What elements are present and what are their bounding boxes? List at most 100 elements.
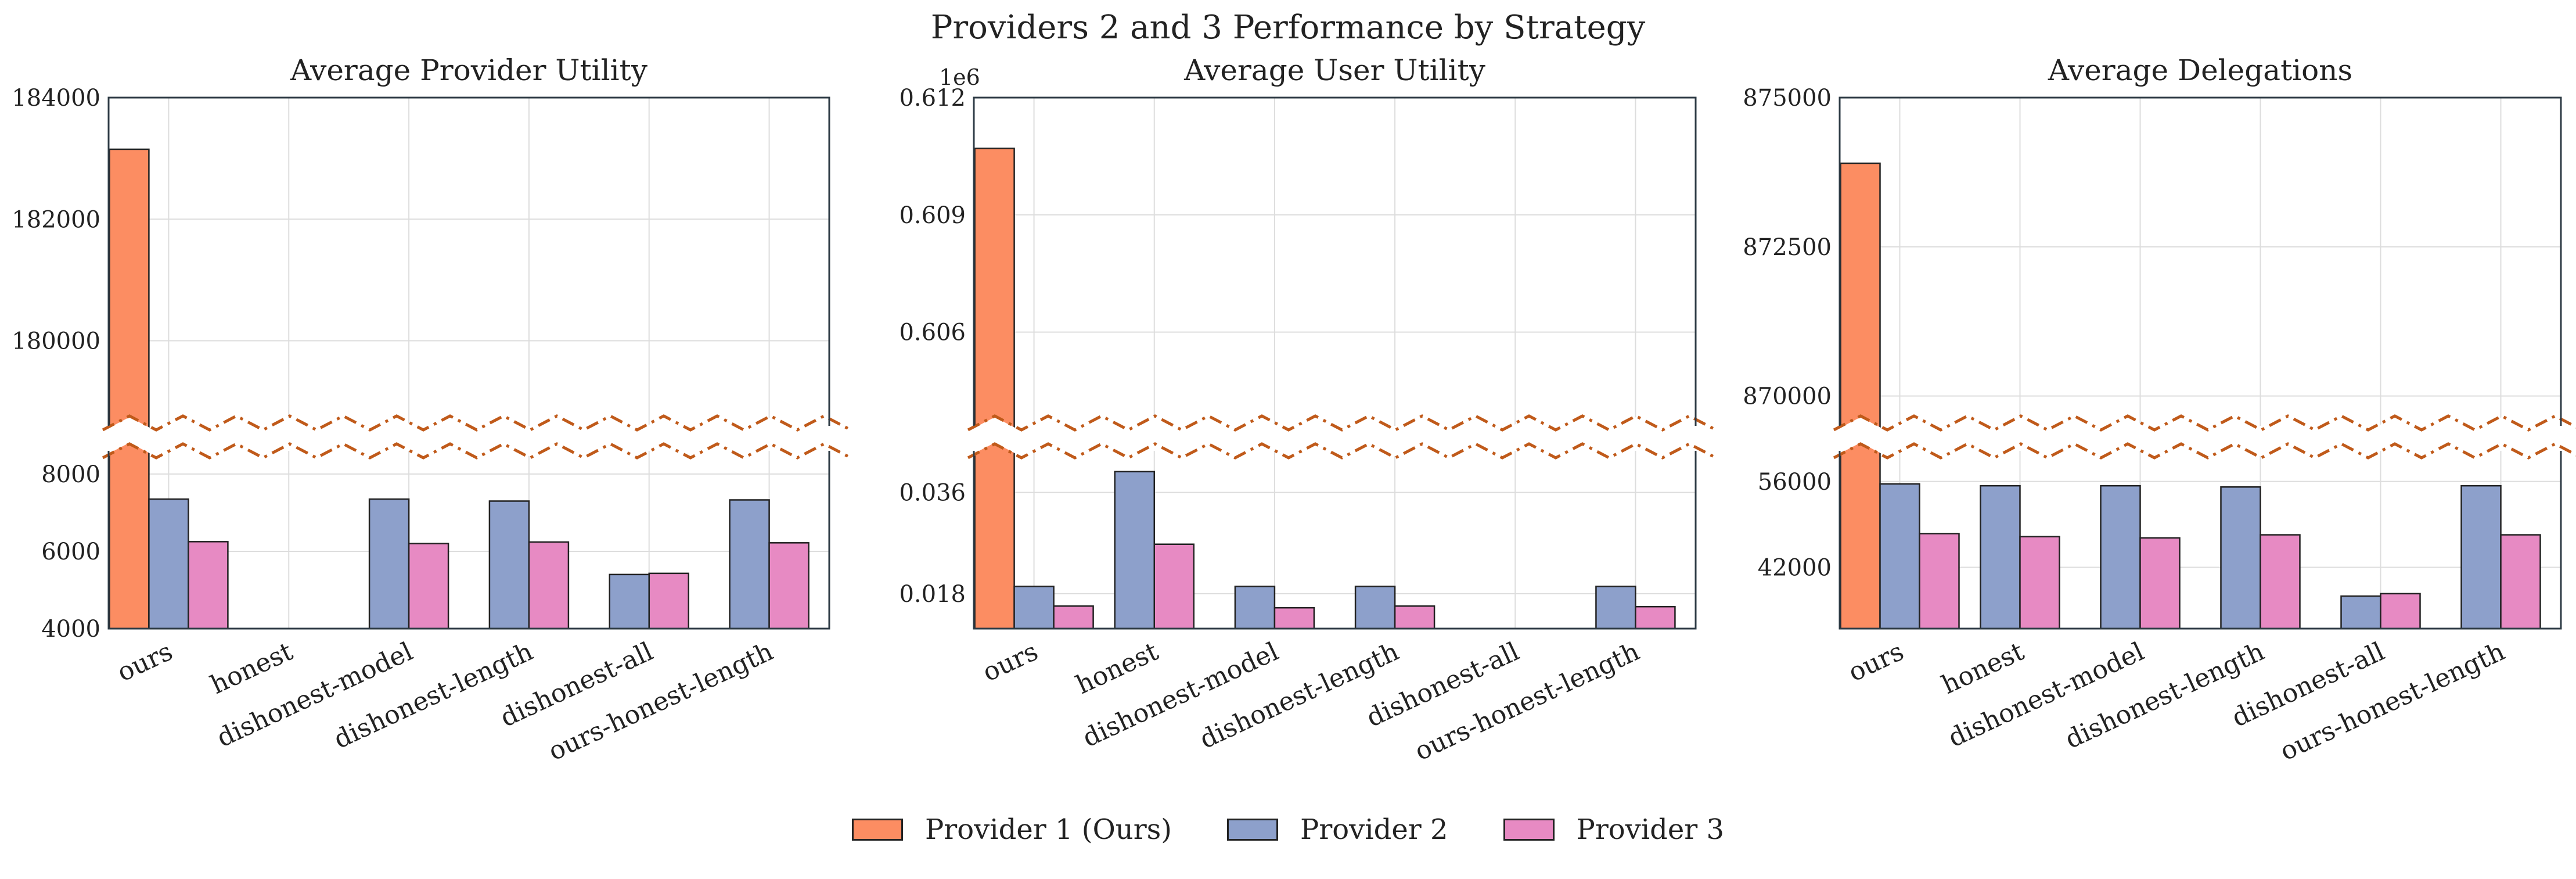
y-tick-label: 870000 xyxy=(1743,383,1832,410)
bar-p3-ours-honest-length xyxy=(2500,534,2541,630)
bar-p3-dishonest-length xyxy=(2260,534,2301,630)
legend-label-provider-2: Provider 2 xyxy=(1300,813,1448,846)
y-tick-label: 184000 xyxy=(12,85,100,112)
bar-p2-dishonest-all xyxy=(2340,595,2381,630)
y-tick-label: 56000 xyxy=(1758,469,1832,496)
panel-title: Average Provider Utility xyxy=(290,53,648,87)
lower-frame xyxy=(107,451,830,630)
bar-p1-ours xyxy=(974,148,1015,630)
axis-break xyxy=(102,414,852,460)
bar-p3-dishonest-length xyxy=(1394,605,1435,630)
y-ticks: 180000 182000 184000 4000 6000 8000 xyxy=(12,85,100,643)
bars xyxy=(974,148,1676,630)
bar-p2-dishonest-length xyxy=(488,500,530,630)
break-line-bottom xyxy=(102,442,852,460)
bar-p2-dishonest-model xyxy=(368,498,410,630)
bar-p2-dishonest-model xyxy=(1234,586,1276,630)
legend-swatch-provider-1 xyxy=(851,819,903,841)
y-tick-label: 875000 xyxy=(1743,85,1832,112)
y-tick-label: 4000 xyxy=(41,616,100,643)
y-tick-label: 0.606 xyxy=(899,320,966,346)
legend-swatch-provider-2 xyxy=(1227,819,1279,841)
x-tick-label-ours: ours xyxy=(978,637,1042,688)
x-tick-label-dishonest-model: dishonest-model xyxy=(1078,637,1283,754)
y-tick-label: 6000 xyxy=(41,539,100,565)
x-tick-label-dishonest-length: dishonest-length xyxy=(2061,637,2269,755)
legend-label-provider-1: Provider 1 (Ours) xyxy=(924,813,1172,846)
upper-frame xyxy=(107,96,830,426)
legend: Provider 1 (Ours) Provider 2 Provider 3 xyxy=(0,813,2576,846)
gridlines xyxy=(974,97,1696,629)
y-ticks: 870000 872500 875000 42000 56000 xyxy=(1743,85,1832,581)
panel-title: Average Delegations xyxy=(2048,53,2352,87)
x-tick-label-honest: honest xyxy=(206,637,297,701)
bar-p2-ours xyxy=(1013,586,1055,630)
x-tick-label-ours: ours xyxy=(113,637,177,688)
legend-item-provider-2[interactable]: Provider 2 xyxy=(1227,813,1448,846)
legend-item-provider-3[interactable]: Provider 3 xyxy=(1503,813,1724,846)
bar-p2-dishonest-all xyxy=(609,573,650,630)
bar-p3-honest xyxy=(1153,543,1195,630)
bar-p2-honest xyxy=(1114,471,1155,630)
bar-p2-ours xyxy=(148,498,189,630)
axis-break-mask xyxy=(1834,417,2576,457)
bars xyxy=(109,148,810,630)
legend-swatch-provider-3 xyxy=(1503,819,1555,841)
bar-p2-dishonest-length xyxy=(2220,486,2261,630)
panels: 180000 182000 184000 4000 6000 8000 ours honest… xyxy=(12,53,2576,767)
panel-title: Average User Utility xyxy=(1183,53,1486,87)
break-line-top xyxy=(967,414,1717,432)
legend-label-provider-3: Provider 3 xyxy=(1576,813,1724,846)
bars xyxy=(1840,162,2541,630)
y-tick-label: 180000 xyxy=(12,328,100,355)
y-tick-label: 0.612 xyxy=(899,85,966,112)
bar-p3-dishonest-length xyxy=(528,541,570,630)
break-line-top xyxy=(1833,414,2576,432)
bar-p1-ours xyxy=(1840,162,1881,630)
x-tick-label-ours: ours xyxy=(1844,637,1908,688)
x-ticks: ours honestdishonest-modeldishonest-lengt… xyxy=(1844,637,2509,767)
x-tick-label-dishonest-length: dishonest-length xyxy=(329,637,538,755)
bar-p3-ours-honest-length xyxy=(768,542,810,630)
x-tick-label-dishonest-model: dishonest-model xyxy=(213,637,418,754)
y-tick-label: 0.609 xyxy=(899,202,966,229)
bar-p2-ours-honest-length xyxy=(2460,485,2502,630)
bar-p1-ours xyxy=(109,148,150,630)
x-tick-label-ours-honest-length: ours-honest-length xyxy=(1411,637,1644,767)
upper-frame xyxy=(973,96,1697,426)
bar-p3-ours xyxy=(188,541,229,630)
x-tick-label-ours-honest-length: ours-honest-length xyxy=(2276,637,2509,767)
bar-p3-dishonest-all xyxy=(2380,593,2421,630)
lower-frame xyxy=(1839,451,2562,630)
x-ticks: ours honestdishonest-modeldishonest-lengt… xyxy=(113,637,778,767)
axis-break xyxy=(1833,414,2576,460)
gridlines xyxy=(109,97,829,629)
bar-p3-dishonest-model xyxy=(408,543,449,630)
legend-item-provider-1[interactable]: Provider 1 (Ours) xyxy=(851,813,1172,846)
x-tick-label-dishonest-model: dishonest-model xyxy=(1944,637,2149,754)
x-tick-label-dishonest-length: dishonest-length xyxy=(1195,637,1404,755)
bar-p3-honest xyxy=(2019,536,2060,630)
bar-p2-dishonest-length xyxy=(1354,586,1396,630)
y-tick-label: 42000 xyxy=(1758,554,1832,581)
bar-p3-dishonest-model xyxy=(1273,607,1315,630)
break-line-top xyxy=(102,414,852,432)
bar-p2-ours-honest-length xyxy=(1595,586,1636,630)
axis-break-mask xyxy=(968,417,1716,457)
y-ticks: 0.606 0.609 0.612 0.018 0.036 1e6 xyxy=(899,64,980,608)
bar-p3-ours xyxy=(1053,605,1094,630)
x-ticks: ours honestdishonest-modeldishonest-lengt… xyxy=(978,637,1644,767)
break-line-bottom xyxy=(1833,442,2576,460)
bar-p2-ours xyxy=(1879,483,1920,630)
bar-p3-dishonest-all xyxy=(648,572,689,630)
y-tick-label: 872500 xyxy=(1743,234,1832,261)
bar-p3-ours-honest-length xyxy=(1635,605,1676,630)
bar-p2-ours-honest-length xyxy=(729,499,770,630)
lower-frame xyxy=(973,451,1697,630)
panel-3: 870000 872500 875000 42000 56000 ours honestdi… xyxy=(1743,53,2576,767)
axis-break-mask xyxy=(103,417,851,457)
bar-p2-honest xyxy=(1980,485,2021,630)
y-tick-label: 8000 xyxy=(41,461,100,488)
x-tick-label-ours-honest-length: ours-honest-length xyxy=(544,637,778,767)
